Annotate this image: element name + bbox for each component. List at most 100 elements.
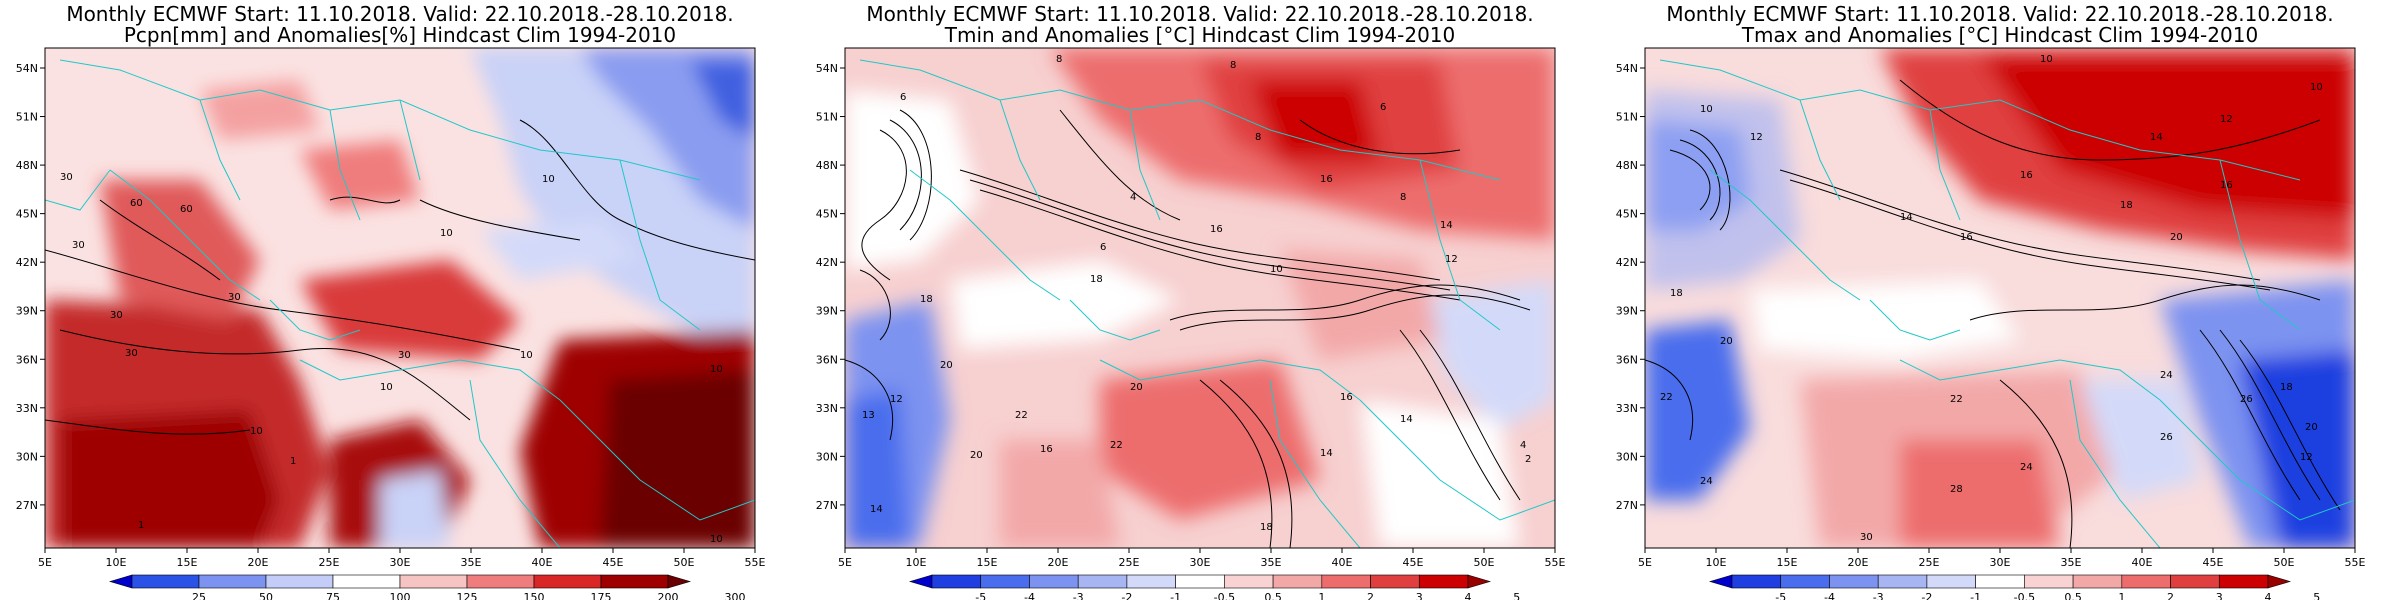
panel-tmin: Monthly ECMWF Start: 11.10.2018. Valid: … xyxy=(800,0,1600,600)
colorbar-label: -1 xyxy=(1970,591,1981,600)
borders xyxy=(45,59,755,548)
colorbar-label: 1 xyxy=(1318,591,1325,600)
y-tick-label: 33N xyxy=(816,402,838,415)
contour-label: 16 xyxy=(1040,444,1053,455)
colorbar-swatch xyxy=(2024,574,2074,589)
panel-title: Monthly ECMWF Start: 11.10.2018. Valid: … xyxy=(66,2,734,26)
colorbar-label: 2 xyxy=(2167,591,2174,600)
y-tick-label: 39N xyxy=(16,305,38,318)
contour-label: 16 xyxy=(2020,170,2033,181)
y-tick-label: 54N xyxy=(816,62,838,75)
contour-label: 22 xyxy=(1950,394,1963,405)
colorbar-swatch xyxy=(198,574,267,589)
contour-label: 60 xyxy=(130,198,143,209)
colorbar-swatch xyxy=(131,574,200,589)
x-tick-label: 35E xyxy=(2061,556,2082,569)
x-tick-label: 10E xyxy=(106,556,127,569)
contour-label: 20 xyxy=(1720,336,1733,347)
contour-label: 22 xyxy=(1015,410,1028,421)
contour-label: 30 xyxy=(1860,532,1873,543)
x-tick-label: 55E xyxy=(2345,556,2366,569)
contour-label: 24 xyxy=(2020,462,2033,473)
contour-label: 16 xyxy=(1340,392,1353,403)
colorbar-swatch xyxy=(1077,574,1128,589)
y-tick-label: 27N xyxy=(816,499,838,512)
colorbar-label: 4 xyxy=(2265,591,2272,600)
contours xyxy=(1645,79,2341,548)
x-tick-label: 15E xyxy=(177,556,198,569)
y-tick-label: 51N xyxy=(1616,111,1638,124)
x-tick-label: 15E xyxy=(1777,556,1798,569)
colorbar-swatch xyxy=(1780,574,1830,589)
colorbar-over-triangle xyxy=(2267,574,2292,589)
contour-label: 24 xyxy=(1700,476,1713,487)
y-tick-label: 30N xyxy=(1616,450,1638,463)
colorbar-label: 5 xyxy=(1513,591,1520,600)
tmin-field: 8 6 8 6 4 6 8 8 16 16 14 10 18 18 12 20 … xyxy=(845,48,1555,548)
x-tick-label: 20E xyxy=(248,556,269,569)
colorbar-swatch xyxy=(265,574,334,589)
colorbar-label: -4 xyxy=(1824,591,1835,600)
map-svg: 10 10 12 14 16 16 18 20 16 14 12 10 18 2… xyxy=(1616,47,2366,600)
y-tick-label: 39N xyxy=(816,305,838,318)
colorbar-label: 100 xyxy=(390,591,411,600)
colorbar-swatch xyxy=(2170,574,2220,589)
x-tick-label: 25E xyxy=(319,556,340,569)
borders xyxy=(1659,59,2355,548)
contour-label: 14 xyxy=(1900,212,1913,223)
colorbar-label: 200 xyxy=(658,591,679,600)
contours xyxy=(45,119,755,435)
contour-label: 26 xyxy=(2240,394,2253,405)
contour-label: 10 xyxy=(1270,264,1283,275)
panel-subtitle: Pcpn[mm] and Anomalies[%] Hindcast Clim … xyxy=(123,23,677,47)
contour-label: 8 xyxy=(1400,192,1406,203)
colorbar-label: -0.5 xyxy=(2014,591,2035,600)
colorbar-over-triangle xyxy=(1467,574,1492,589)
y-tick-label: 27N xyxy=(1616,499,1638,512)
contour-label: 10 xyxy=(542,174,555,185)
colorbar-over-triangle xyxy=(667,574,692,589)
contour-label: 18 xyxy=(2280,382,2293,393)
contour-label: 8 xyxy=(1056,54,1062,65)
y-tick-label: 42N xyxy=(1616,256,1638,269)
contour-label: 30 xyxy=(398,350,411,361)
y-tick-label: 51N xyxy=(816,111,838,124)
x-tick-label: 5E xyxy=(38,556,52,569)
x-tick-label: 5E xyxy=(1638,556,1652,569)
contour-label: 20 xyxy=(2305,422,2318,433)
colorbar-label: 0.5 xyxy=(2064,591,2082,600)
y-tick-label: 48N xyxy=(816,159,838,172)
contour-label: 6 xyxy=(900,92,906,103)
x-tick-label: 35E xyxy=(461,556,482,569)
x-tick-label: 45E xyxy=(2203,556,2224,569)
colorbar-label: -2 xyxy=(1121,591,1132,600)
x-tick-label: 20E xyxy=(1848,556,1869,569)
x-tick-label: 20E xyxy=(1048,556,1069,569)
contour-label: 10 xyxy=(2040,54,2053,65)
colorbar: -5 -4 -3 -2 -1 -0.5 0.5 1 2 3 4 5 xyxy=(1708,574,2320,600)
panel-title: Monthly ECMWF Start: 11.10.2018. Valid: … xyxy=(1666,2,2334,26)
colorbar-swatch xyxy=(980,574,1030,589)
y-tick-label: 33N xyxy=(16,402,38,415)
x-tick-label: 25E xyxy=(1919,556,1940,569)
contour-label: 18 xyxy=(920,294,933,305)
contour-label: 20 xyxy=(940,360,953,371)
colorbar-under-triangle xyxy=(908,574,933,589)
contour-label: 6 xyxy=(1100,242,1106,253)
contour-label: 60 xyxy=(180,204,193,215)
colorbar: -5 -4 -3 -2 -1 -0.5 0.5 1 2 3 4 5 xyxy=(908,574,1520,600)
contour-label: 10 xyxy=(1700,104,1713,115)
x-tick-label: 40E xyxy=(2132,556,2153,569)
x-tick-label: 15E xyxy=(977,556,998,569)
colorbar-label: -3 xyxy=(1073,591,1084,600)
colorbar-swatch xyxy=(2218,574,2269,589)
y-tick-label: 36N xyxy=(816,353,838,366)
contours xyxy=(845,109,1531,548)
contour-label: 8 xyxy=(1255,132,1261,143)
contour-label: 16 xyxy=(1210,224,1223,235)
y-tick-label: 45N xyxy=(1616,208,1638,221)
contour-label: 12 xyxy=(1750,132,1763,143)
contour-label: 28 xyxy=(1950,484,1963,495)
contour-label: 16 xyxy=(2220,180,2233,191)
x-tick-label: 30E xyxy=(390,556,411,569)
